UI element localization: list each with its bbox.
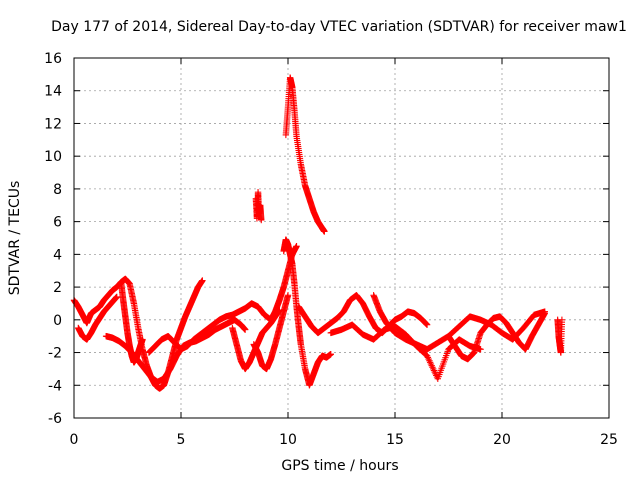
data-point [139,336,146,343]
data-point [242,326,249,333]
chart-title: Day 177 of 2014, Sidereal Day-to-day VTE… [51,19,627,35]
data-points [70,74,566,392]
y-tick-label: 16 [44,51,62,67]
y-tick-label: 6 [53,215,62,231]
y-tick-label: 14 [44,84,62,100]
y-tick-label: 4 [53,247,62,263]
x-tick-label: 15 [386,432,404,448]
grid-lines [74,58,609,418]
y-tick-label: 2 [53,280,62,296]
x-tick-label: 0 [70,432,79,448]
x-axis-label: GPS time / hours [281,458,398,474]
y-tick-label: 8 [53,182,62,198]
x-tick-label: 5 [177,432,186,448]
y-tick-label: -6 [48,411,62,427]
data-point [199,277,206,284]
x-axis-ticks: 0 5 10 15 20 25 [70,58,618,448]
y-tick-label: 12 [44,116,62,132]
y-tick-label: 0 [53,313,62,329]
x-tick-label: 20 [493,432,511,448]
y-axis-label: SDTVAR / TECUs [7,181,23,296]
y-axis-ticks: -6 -4 -2 0 2 4 6 8 10 12 14 16 [44,51,609,427]
data-point [113,293,120,301]
x-tick-label: 25 [600,432,618,448]
plot-frame [73,57,610,419]
y-tick-label: -2 [48,346,62,362]
y-tick-label: -4 [48,378,62,394]
y-tick-label: 10 [44,149,62,165]
x-tick-label: 10 [279,432,297,448]
